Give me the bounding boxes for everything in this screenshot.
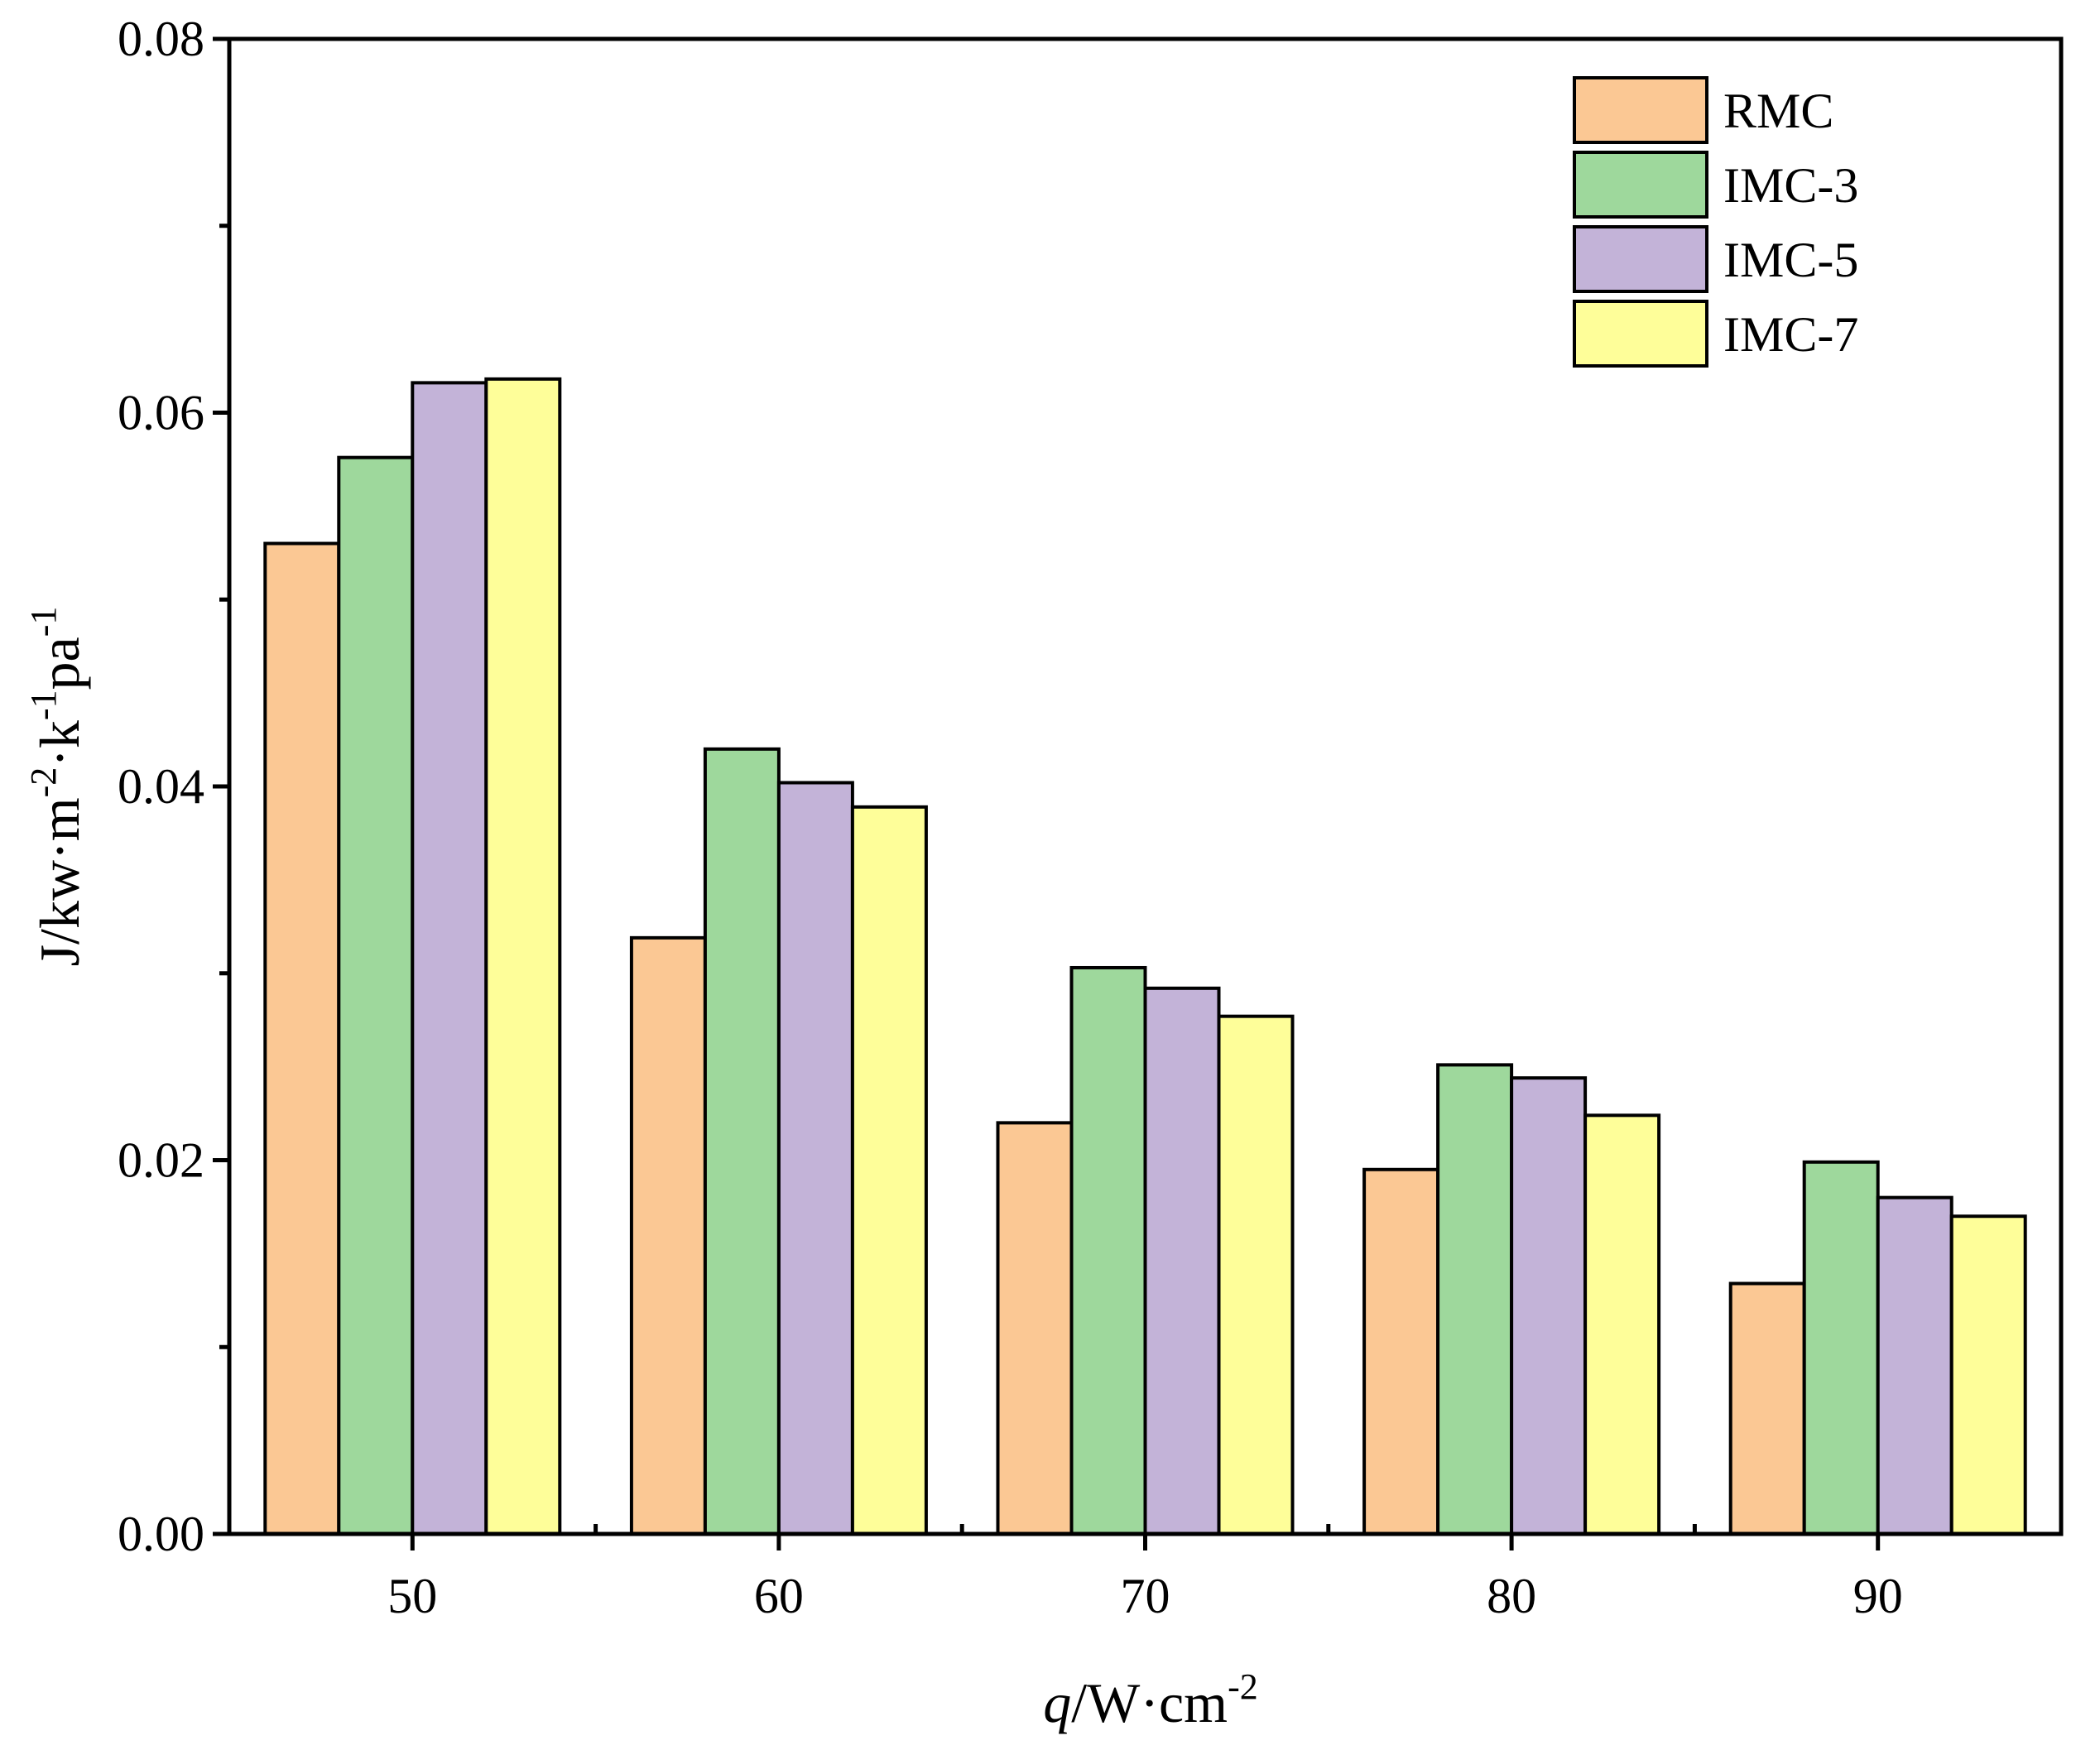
ticks-layer [213,36,1881,1550]
y-tick-label: 0.00 [118,1507,204,1561]
bar-imc-5-80 [1510,1076,1588,1536]
y-axis-title-sup-1: -1 [23,690,64,720]
y-tick-label: 0.06 [118,386,204,440]
y-axis-title: J/kw·m-2·k-1pa-1 [23,607,91,967]
x-tick-label: 70 [1121,1569,1170,1623]
legend: RMC IMC-3 IMC-5 IMC-7 [1573,76,1858,368]
x-tick-label: 50 [387,1569,437,1623]
bar-imc-7-70 [1217,1014,1295,1536]
bar-imc-3-70 [1069,965,1147,1536]
bar-imc-7-60 [850,805,928,1536]
bar-imc-3-80 [1436,1063,1514,1536]
bar-imc-5-70 [1143,986,1221,1536]
bar-rmc-60 [629,935,707,1536]
bar-imc-5-90 [1876,1195,1953,1536]
bar-imc-3-50 [337,455,415,1536]
bar-rmc-70 [996,1121,1074,1536]
bar-imc-7-90 [1949,1214,2027,1536]
y-tick-label: 0.08 [118,12,204,66]
x-tick-label: 60 [754,1569,804,1623]
y-tick-label: 0.04 [118,759,204,814]
y-axis-title-part-2: pa [28,637,91,690]
legend-label-imc-5: IMC-5 [1723,233,1858,287]
legend-swatch-imc-5 [1573,225,1708,293]
legend-label-imc-3: IMC-3 [1723,158,1858,213]
x-axis-title-main: /W·cm [1071,1671,1228,1734]
y-axis-title-part-1: ·k [28,720,91,767]
y-tick-label: 0.02 [118,1133,204,1188]
x-axis-title-sup: -2 [1228,1666,1258,1707]
y-axis-title-sup-0: -2 [23,767,64,798]
bar-imc-5-50 [411,381,488,1536]
bars-layer [263,377,2027,1536]
bar-rmc-80 [1362,1167,1440,1536]
bar-imc-7-80 [1583,1113,1661,1536]
bar-imc-3-60 [703,747,781,1536]
bar-imc-3-90 [1802,1160,1880,1536]
y-axis-title-part-0: J/kw·m [28,797,91,966]
legend-swatch-imc-7 [1573,300,1708,368]
bar-imc-5-60 [776,781,854,1536]
x-axis-title: q/W·cm-2 [1043,1666,1257,1734]
y-axis-title-sup-2: -1 [23,607,64,637]
legend-swatch-rmc [1573,76,1708,144]
bar-rmc-90 [1728,1281,1806,1536]
legend-swatch-imc-3 [1573,151,1708,219]
legend-label-imc-7: IMC-7 [1723,307,1858,362]
legend-label-rmc: RMC [1723,84,1833,138]
bar-rmc-50 [263,541,341,1536]
x-tick-label: 80 [1487,1569,1536,1623]
x-axis-title-italic: q [1043,1671,1071,1734]
bar-imc-7-50 [484,377,562,1536]
x-tick-label: 90 [1853,1569,1903,1623]
tick-labels-layer: 0.00 0.02 0.04 0.06 0.08 50 60 70 80 90 [118,12,1903,1623]
